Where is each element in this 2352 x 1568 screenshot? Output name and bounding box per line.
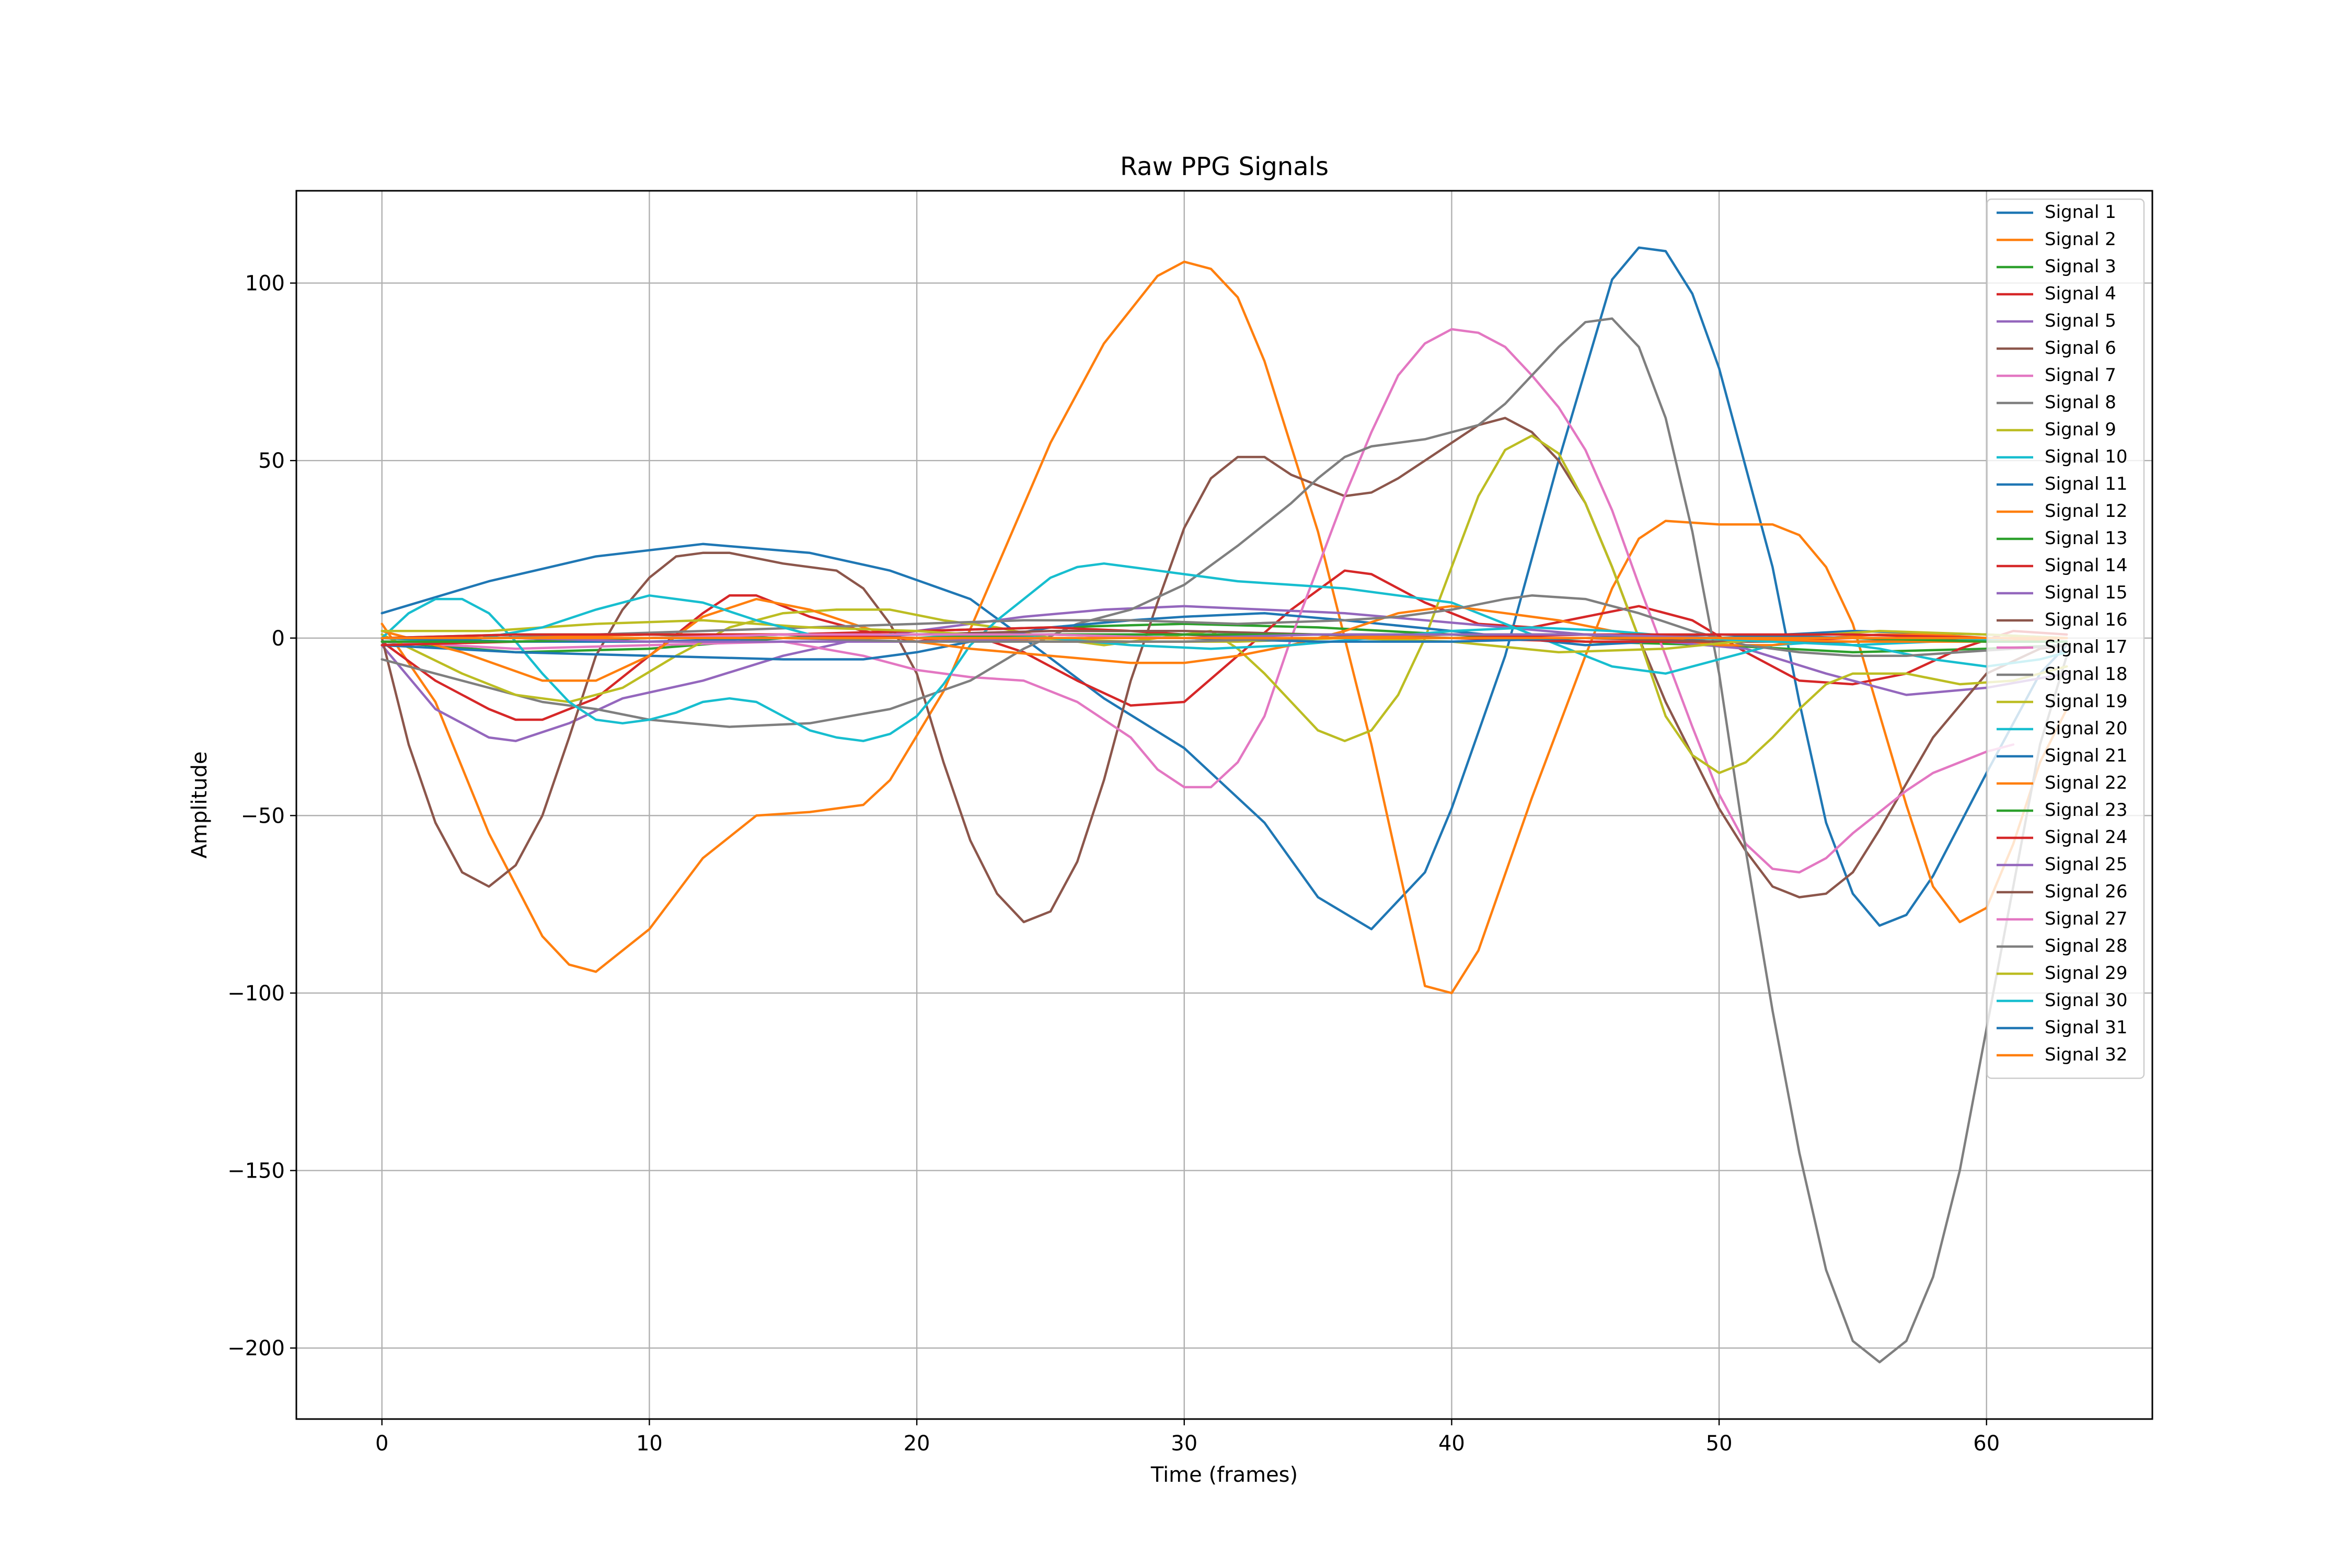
- legend-label: Signal 16: [2045, 609, 2128, 630]
- legend-label: Signal 7: [2045, 365, 2116, 386]
- legend-label: Signal 8: [2045, 392, 2116, 413]
- x-tick-label: 0: [375, 1432, 388, 1456]
- legend-label: Signal 32: [2045, 1044, 2128, 1065]
- y-tick-label: 0: [272, 627, 285, 651]
- series-line: [381, 317, 2068, 1364]
- x-tick-label: 40: [1438, 1432, 1465, 1456]
- x-tick-label: 30: [1171, 1432, 1197, 1456]
- chart-title: Raw PPG Signals: [1120, 152, 1329, 181]
- legend-label: Signal 22: [2045, 773, 2128, 793]
- y-axis-title: Amplitude: [188, 752, 212, 859]
- legend-label: Signal 15: [2045, 582, 2128, 603]
- legend-label: Signal 2: [2045, 229, 2116, 250]
- x-tick-label: 50: [1706, 1432, 1733, 1456]
- legend-label: Signal 21: [2045, 745, 2128, 766]
- x-axis-title: Time (frames): [1150, 1463, 1298, 1487]
- series-line: [381, 417, 2068, 924]
- legend-label: Signal 20: [2045, 718, 2128, 739]
- legend-label: Signal 1: [2045, 202, 2116, 223]
- x-tick-label: 20: [904, 1432, 930, 1456]
- series-line: [381, 246, 2068, 930]
- legend-label: Signal 26: [2045, 881, 2128, 902]
- series-line: [381, 260, 2068, 995]
- legend-label: Signal 10: [2045, 446, 2128, 467]
- series-line: [381, 569, 2068, 721]
- legend-label: Signal 29: [2045, 963, 2128, 984]
- series-line: [381, 622, 2068, 654]
- legend-label: Signal 11: [2045, 474, 2128, 494]
- series-line: [381, 328, 2015, 874]
- legend-label: Signal 9: [2045, 419, 2116, 440]
- legend-box: [1986, 198, 2145, 1079]
- legend-label: Signal 3: [2045, 256, 2116, 277]
- y-tick-label: −100: [227, 982, 285, 1006]
- legend-label: Signal 19: [2045, 691, 2128, 712]
- series-line: [381, 594, 2068, 650]
- legend-label: Signal 4: [2045, 283, 2116, 304]
- x-tick-label: 60: [1973, 1432, 2000, 1456]
- y-tick-label: −150: [227, 1159, 285, 1183]
- legend-label: Signal 31: [2045, 1017, 2128, 1038]
- axis-ticks: 0 10 20 30 40 50 60 100 50 0 −50 −100 −150 −200: [227, 272, 2000, 1456]
- legend: Signal 1 Signal 2 Signal 3 Signal 4 Signal 5…: [1986, 198, 2145, 1079]
- legend-label: Signal 12: [2045, 501, 2128, 522]
- legend-label: Signal 28: [2045, 936, 2128, 956]
- x-tick-label: 10: [636, 1432, 663, 1456]
- legend-label: Signal 6: [2045, 338, 2116, 359]
- plot-frame: [295, 190, 2153, 1420]
- legend-label: Signal 17: [2045, 637, 2128, 658]
- series-line: [381, 434, 2068, 775]
- legend-label: Signal 24: [2045, 827, 2128, 848]
- series-line: [381, 594, 2068, 657]
- series-line: [381, 612, 2068, 661]
- y-tick-label: −200: [227, 1336, 285, 1361]
- legend-label: Signal 13: [2045, 528, 2128, 549]
- series-lines: [381, 246, 2068, 1364]
- legend-label: Signal 14: [2045, 555, 2128, 576]
- series-line: [381, 619, 2068, 654]
- y-tick-label: −50: [241, 804, 285, 828]
- series-line: [381, 562, 2068, 742]
- series-line: [381, 605, 2068, 742]
- series-line: [381, 597, 2068, 682]
- legend-label: Signal 27: [2045, 908, 2128, 929]
- legend-label: Signal 5: [2045, 310, 2116, 331]
- y-tick-label: 50: [258, 449, 285, 473]
- legend-label: Signal 25: [2045, 854, 2128, 875]
- legend-label: Signal 30: [2045, 990, 2128, 1011]
- legend-label: Signal 23: [2045, 800, 2128, 821]
- legend-label: Signal 18: [2045, 664, 2128, 685]
- y-tick-label: 100: [245, 272, 285, 296]
